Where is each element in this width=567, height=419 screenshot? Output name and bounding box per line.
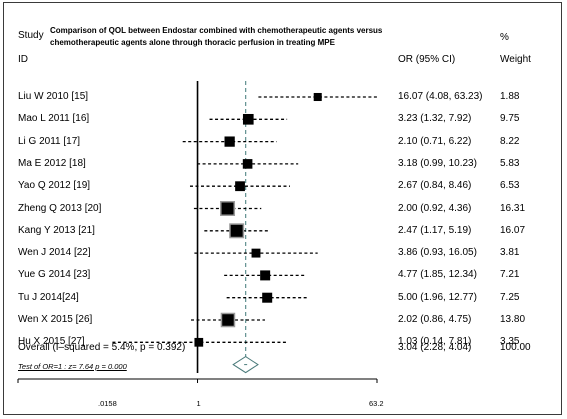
study-point-box	[260, 270, 271, 281]
study-point-box	[235, 181, 245, 192]
study-label: Ma E 2012 [18]	[18, 157, 86, 169]
study-label: Wen X 2015 [26]	[18, 314, 93, 325]
study-label: Li G 2011 [17]	[18, 135, 81, 147]
study-ci-text: 16.07 (4.08, 63.23)	[398, 91, 483, 102]
study-label: Yue G 2014 [23]	[18, 269, 91, 281]
chart-title-line-1: Comparison of QOL between Endostar combi…	[50, 26, 383, 35]
study-point-box	[222, 314, 234, 326]
weight-header: Weight	[500, 54, 531, 65]
study-weight-text: 8.22	[500, 135, 520, 147]
study-weight-text: 9.75	[500, 113, 520, 125]
study-weight-text: 7.25	[500, 291, 520, 303]
study-point-box	[194, 337, 204, 347]
forest-plot	[17, 81, 378, 383]
study-weight-text: 16.07	[500, 224, 526, 236]
study-point-box	[242, 159, 253, 169]
overall-weight-text: 100.00	[500, 342, 531, 353]
study-point-box	[242, 113, 254, 125]
chart-title-line-2: chemotherapeutic agents alone through th…	[50, 38, 335, 47]
overall-label: Overall (I–squared = 5.4%, p = 0.392)	[18, 342, 186, 353]
study-weight-text: 3.81	[500, 247, 520, 259]
study-ci-text: 4.77 (1.85, 12.34)	[398, 269, 477, 281]
x-tick-label: 63.2	[369, 399, 384, 408]
study-weight-text: 16.31	[500, 202, 526, 214]
study-point-box	[224, 136, 235, 147]
study-weight-text: 1.88	[500, 91, 520, 102]
study-header: Study	[18, 30, 44, 41]
study-label: Wen J 2014 [22]	[18, 247, 91, 259]
study-weight-text: 3.35	[500, 336, 520, 348]
test-statistic: Test of OR=1 : z= 7.64 p = 0.000	[18, 362, 127, 371]
study-label: Yao Q 2012 [19]	[18, 180, 91, 192]
study-weight-text: 7.21	[500, 269, 520, 281]
study-ci-text: 2.02 (0.86, 4.75)	[398, 314, 472, 325]
study-weight-text: 6.53	[500, 180, 520, 192]
x-tick-label: .0158	[98, 399, 117, 408]
study-ci-text: 1.03 (0.14, 7.81)	[398, 336, 472, 348]
study-point-box	[251, 248, 261, 258]
study-ci-text: 3.23 (1.32, 7.92)	[398, 113, 472, 125]
study-ci-text: 2.00 (0.92, 4.36)	[398, 202, 472, 214]
study-ci-text: 3.86 (0.93, 16.05)	[398, 247, 477, 259]
percent-header: %	[500, 32, 509, 43]
study-point-box	[313, 92, 322, 102]
or-ci-header: OR (95% CI)	[398, 54, 456, 65]
study-label: Tu J 2014[24]	[18, 291, 79, 303]
study-ci-text: 3.18 (0.99, 10.23)	[398, 157, 477, 169]
id-header: ID	[18, 54, 28, 65]
study-label: Kang Y 2013 [21]	[18, 224, 95, 236]
study-label: Mao L 2011 [16]	[18, 113, 90, 125]
study-point-box	[262, 292, 273, 303]
x-tick-label: 1	[196, 399, 201, 408]
study-weight-text: 13.80	[500, 314, 526, 325]
study-ci-text: 2.10 (0.71, 6.22)	[398, 135, 472, 147]
study-label: Liu W 2010 [15]	[18, 91, 89, 102]
study-point-box	[230, 224, 243, 237]
study-ci-text: 5.00 (1.96, 12.77)	[398, 291, 477, 303]
figure-frame: Study Comparison of QOL between Endostar…	[3, 2, 562, 415]
study-ci-text: 2.67 (0.84, 8.46)	[398, 180, 472, 192]
study-label: Zheng Q 2013 [20]	[18, 202, 102, 214]
study-weight-text: 5.83	[500, 157, 520, 169]
study-point-box	[221, 202, 234, 215]
study-ci-text: 2.47 (1.17, 5.19)	[398, 224, 472, 236]
overall-ci-text: 3.04 (2.28, 4.04)	[398, 342, 472, 353]
study-label: Hu X 2015 [27]	[18, 336, 85, 348]
